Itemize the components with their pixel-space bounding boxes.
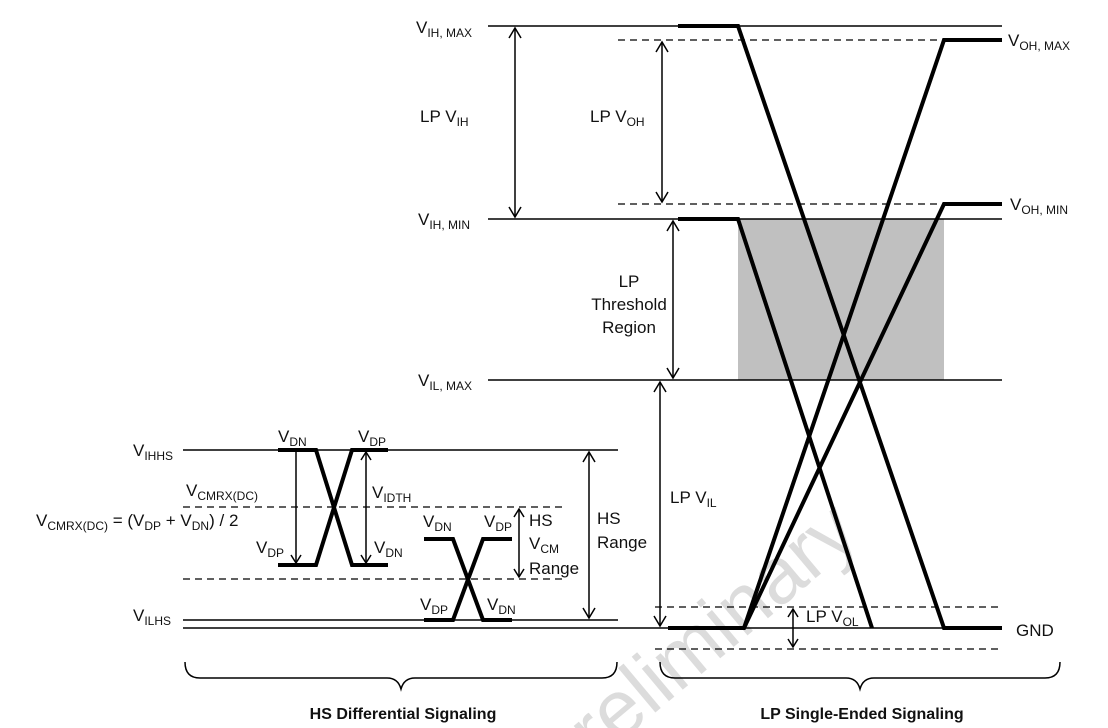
hs-small-vdp-waveform [424, 537, 512, 622]
voh-min-label: VOH, MIN [1010, 195, 1068, 217]
hs-differential-signaling-title: HS Differential Signaling [310, 706, 497, 723]
vdn-label-small-bottom-right: VDN [487, 595, 516, 617]
vdp-label-small-bottom-left: VDP [420, 595, 448, 617]
lp-waveform-falling-from-vih-max [678, 24, 1002, 630]
lp-vol-label: LP VOL [806, 607, 859, 629]
lp-threshold-label-line1: LP [619, 272, 640, 291]
lp-voh-arrow [655, 40, 669, 204]
lp-waveform-rising-to-voh-min [742, 202, 1002, 629]
vdp-label-top-right: VDP [358, 427, 386, 449]
lp-brace [659, 661, 1061, 692]
vihhs-label: VIHHS [133, 441, 173, 463]
gnd-label: GND [1016, 621, 1054, 640]
hs-vcm-range-label-line2: VCM [529, 534, 559, 556]
voh-max-label: VOH, MAX [1008, 31, 1070, 53]
vidth-arrow [360, 450, 372, 565]
lp-vil-label: LP VIL [670, 488, 717, 510]
lp-vol-arrow [787, 607, 799, 649]
lp-vil-arrow [653, 380, 667, 628]
watermark: Preliminary [510, 484, 874, 728]
lp-threshold-arrow [666, 219, 680, 380]
lp-threshold-label-line2: Threshold [591, 295, 667, 314]
hs-vcm-range-label-line1: HS [529, 511, 553, 530]
vdn-label-small-top-left: VDN [423, 512, 452, 534]
hs-range-arrow [582, 450, 596, 620]
lp-vih-arrow [508, 26, 522, 219]
vih-max-label: VIH, MAX [416, 18, 472, 40]
hs-large-vdp-waveform [278, 448, 388, 567]
vil-max-label: VIL, MAX [418, 371, 472, 393]
hs-vcm-range-arrow [513, 507, 525, 579]
hs-range-label-line2: Range [597, 533, 647, 552]
lp-waveform-falling-from-vih-min [678, 217, 874, 629]
vdp-label-small-top-right: VDP [484, 512, 512, 534]
vcmrx-dc-label: VCMRX(DC) [186, 481, 258, 503]
vdn-label-bottom-right: VDN [374, 538, 403, 560]
hs-brace [184, 661, 618, 692]
hs-range-label-line1: HS [597, 509, 621, 528]
lp-voh-label: LP VOH [590, 107, 645, 129]
hs-vcm-range-label-line3: Range [529, 559, 579, 578]
vidth-label: VIDTH [372, 483, 411, 505]
lp-vih-label: LP VIH [420, 107, 469, 129]
vdp-label-bottom-left: VDP [256, 538, 284, 560]
lp-single-ended-signaling-title: LP Single-Ended Signaling [760, 706, 963, 723]
lp-threshold-label-line3: Region [602, 318, 656, 337]
lp-threshold-region-fill [738, 219, 944, 380]
lp-waveform-rising-to-voh-max [668, 38, 1002, 630]
vdn-label-top-left: VDN [278, 427, 307, 449]
vilhs-label: VILHS [133, 606, 171, 628]
vdn-vdp-arrow [290, 452, 302, 565]
vcmrx-formula-label: VCMRX(DC) = (VDP + VDN) / 2 [36, 511, 238, 533]
vih-min-label: VIH, MIN [418, 210, 470, 232]
